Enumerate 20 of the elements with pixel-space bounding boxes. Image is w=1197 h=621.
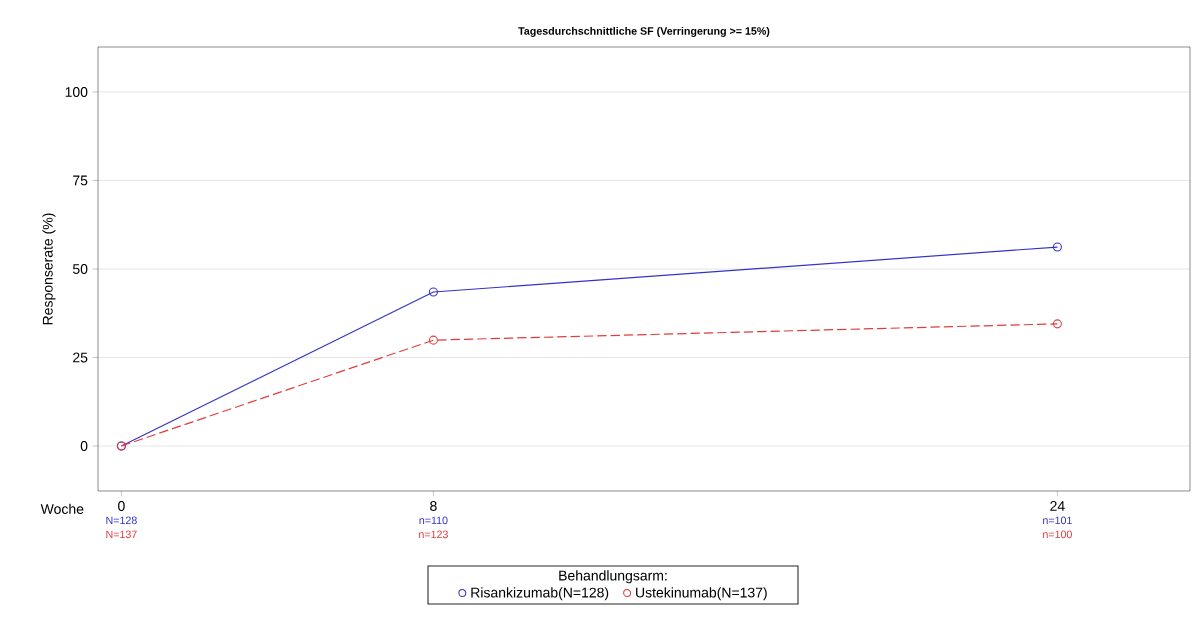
y-tick-label: 50 (72, 264, 88, 274)
text: N=137 (106, 530, 137, 539)
legend-title: Behandlungsarm: (559, 570, 667, 584)
text: n=110 (419, 516, 448, 525)
y-tick-label: 25 (73, 352, 88, 363)
x-tick-label: 0 (118, 501, 125, 511)
y-tick-label: 0 (80, 441, 88, 451)
chart-title: Tagesdurchschnittliche SF (Verringerung >= 15%) (518, 26, 770, 37)
legend-label: Ustekinumab(N=137) (636, 587, 767, 601)
text: n=100 (1043, 530, 1072, 539)
x-tick-label: 8 (430, 501, 437, 511)
y-tick-label: 75 (73, 175, 88, 186)
y-axis-title: Responserate (%) (42, 213, 56, 325)
text: n=101 (1043, 516, 1072, 525)
text: n=123 (419, 530, 448, 539)
text: N=128 (106, 516, 137, 525)
x-tick-label: 24 (1050, 501, 1065, 511)
y-tick-label: 100 (65, 87, 88, 97)
legend-label: Risankizumab(N=128) (471, 587, 609, 601)
x-axis-title: Woche (40, 503, 84, 514)
